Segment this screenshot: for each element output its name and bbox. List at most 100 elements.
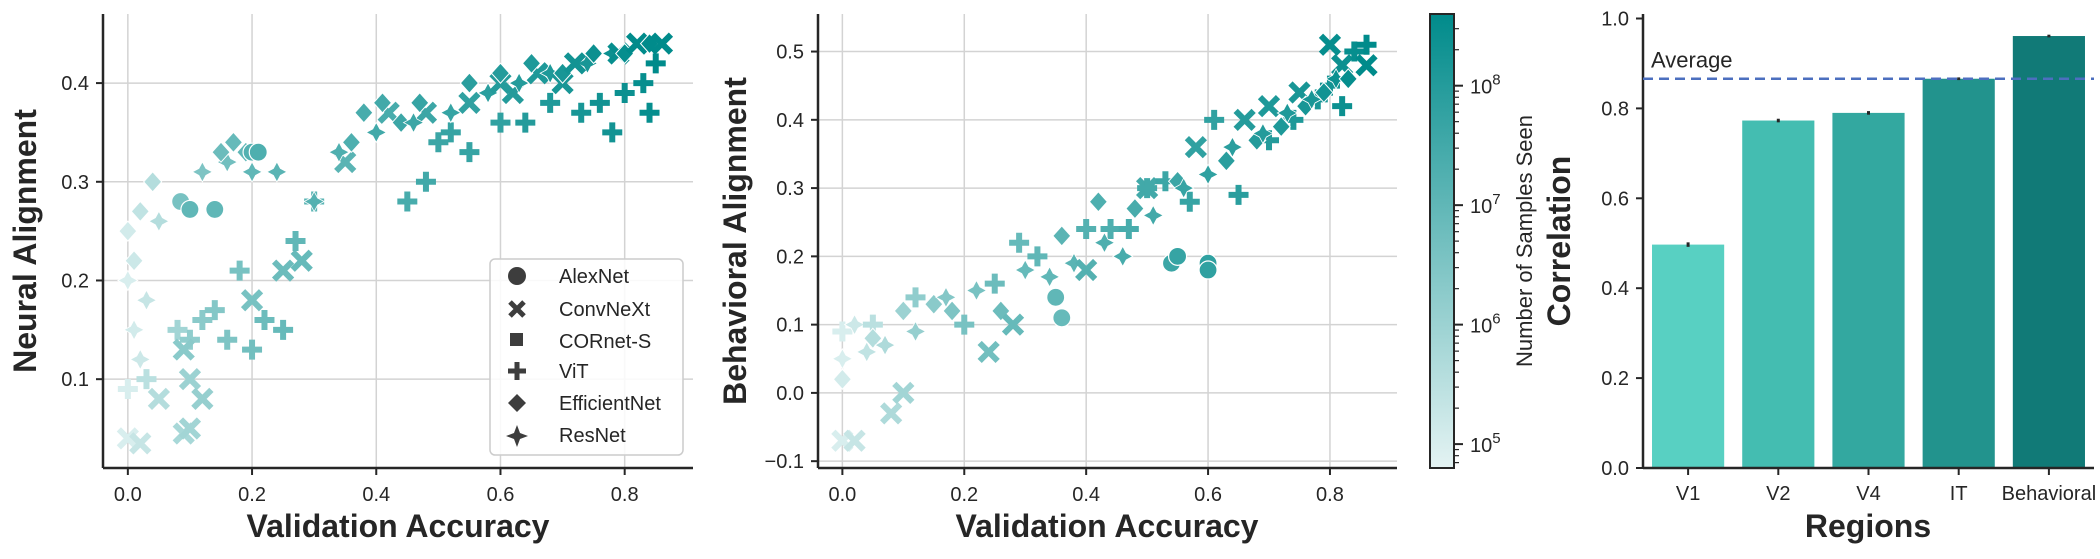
- x-point: [271, 259, 295, 282]
- plus-point: [1009, 232, 1030, 253]
- circle-point: [205, 199, 225, 220]
- diamond-point: [893, 300, 913, 322]
- plus-point: [540, 92, 561, 113]
- y-tick-label: 0.6: [1601, 188, 1629, 210]
- diamond-point: [924, 293, 944, 315]
- plus-point: [254, 309, 275, 330]
- x-point: [625, 32, 649, 55]
- star4-point: [1197, 163, 1219, 186]
- correlation-bars: [1652, 34, 2085, 469]
- star4-point: [1276, 102, 1299, 124]
- plus-point: [136, 369, 157, 390]
- diamond-point: [391, 111, 411, 134]
- plus-point: [1137, 178, 1158, 199]
- x-tick-label: Behavioral: [2002, 483, 2097, 505]
- plus-point: [1332, 96, 1353, 117]
- diamond-point: [130, 200, 150, 223]
- x-tick-label: V1: [1676, 483, 1700, 505]
- x-point: [1184, 136, 1207, 159]
- plus-point: [167, 319, 188, 340]
- colorbar-tick-label: 107: [1470, 191, 1501, 218]
- star4-point: [303, 190, 326, 213]
- behavioral-y-ticks: −0.1 0.0 0.1 0.2 0.3 0.4 0.5: [765, 42, 818, 473]
- colorbar: 105 106 107 108 Number of Samples Seen: [1429, 13, 1537, 469]
- neural-grid: [103, 14, 693, 468]
- star4-point: [439, 101, 462, 124]
- correlation-bar-panel: V1 V2 V4 IT Behavioral 0.0 0.2 0.4 0.6 0.8 1.0 Av…: [1541, 8, 2096, 544]
- neural-y-ticks: 0.1 0.2 0.3 0.4: [61, 73, 103, 391]
- plus-point: [639, 102, 660, 123]
- x-tick-label: 0.8: [1316, 484, 1344, 506]
- diamond-point: [341, 131, 362, 154]
- star4-point: [855, 341, 878, 363]
- x-tick-label: 0.0: [114, 484, 142, 506]
- diamond-point: [223, 131, 244, 154]
- neural-legend: AlexNet ConvNeXt CORnet-S ViT EfficientN…: [489, 258, 684, 456]
- plus-point: [984, 273, 1005, 294]
- y-tick-label: 0.4: [61, 73, 89, 95]
- correlation-x-axis-label: Regions: [1805, 508, 1931, 544]
- star4-point: [831, 347, 854, 370]
- behavioral-grid: [818, 14, 1397, 468]
- x-point: [843, 429, 866, 452]
- diamond-point: [583, 42, 604, 65]
- y-tick-label: 0.3: [776, 178, 804, 200]
- x-point: [458, 91, 481, 114]
- star4-point: [241, 161, 263, 183]
- diamond-point: [863, 327, 883, 350]
- plus-point: [428, 132, 449, 153]
- neural-y-axis-label: Neural Alignment: [7, 109, 43, 373]
- colorbar-ticks: 105 106 107 108: [1454, 28, 1501, 464]
- behavioral-scatter-points: [831, 33, 1378, 452]
- x-point: [147, 387, 171, 411]
- legend-label: ResNet: [559, 425, 626, 447]
- square-marker-icon: [510, 333, 523, 346]
- star4-point: [1221, 136, 1244, 158]
- neural-x-ticks: 0.0 0.2 0.4 0.6 0.8: [114, 468, 639, 506]
- plus-point: [1179, 191, 1200, 212]
- legend-item-vit: ViT: [508, 361, 589, 383]
- diamond-point: [118, 220, 138, 242]
- plus-point: [273, 319, 294, 340]
- circle-marker-icon: [508, 267, 526, 285]
- x-point: [116, 427, 139, 450]
- legend-label: ConvNeXt: [559, 299, 651, 321]
- legend-item-convnext: ConvNeXt: [508, 299, 651, 321]
- correlation-y-axis-label: Correlation: [1541, 156, 1577, 327]
- colorbar-label: Number of Samples Seen: [1512, 115, 1537, 367]
- plus-point: [242, 339, 263, 360]
- plus-point: [1100, 219, 1121, 240]
- x-point: [977, 340, 1000, 364]
- star4-point: [1093, 231, 1116, 254]
- x-tick-label: 0.2: [238, 484, 266, 506]
- correlation-y-ticks: 0.0 0.2 0.4 0.6 0.8 1.0: [1601, 8, 1643, 480]
- x-point: [650, 32, 674, 55]
- colorbar-tick-label: 108: [1470, 72, 1501, 99]
- star4-point: [1038, 265, 1061, 288]
- diamond-point: [1088, 190, 1109, 213]
- star4-point: [1300, 88, 1323, 111]
- circle-point: [180, 199, 200, 220]
- x-point: [129, 432, 152, 455]
- circle-point: [248, 142, 268, 162]
- plus-point: [440, 122, 461, 143]
- x-tick-label: 0.8: [611, 484, 639, 506]
- star4-point: [402, 111, 425, 134]
- x-point: [1233, 108, 1256, 131]
- circle-point: [1046, 287, 1066, 307]
- star4-point: [904, 320, 927, 343]
- y-tick-label: 0.4: [1601, 278, 1629, 300]
- x-tick-label: 0.6: [487, 484, 515, 506]
- diamond-point: [124, 249, 144, 272]
- diamond-point: [372, 92, 393, 114]
- circle-point: [1052, 308, 1072, 328]
- diamond-point: [354, 101, 374, 124]
- diamond-point: [1338, 68, 1358, 90]
- plus-point: [490, 112, 511, 133]
- star4-point: [148, 210, 170, 233]
- star4-point: [191, 161, 214, 183]
- diamond-point: [459, 72, 480, 94]
- plus-point: [1118, 219, 1139, 240]
- legend-item-cornet-s: CORnet-S: [510, 331, 651, 353]
